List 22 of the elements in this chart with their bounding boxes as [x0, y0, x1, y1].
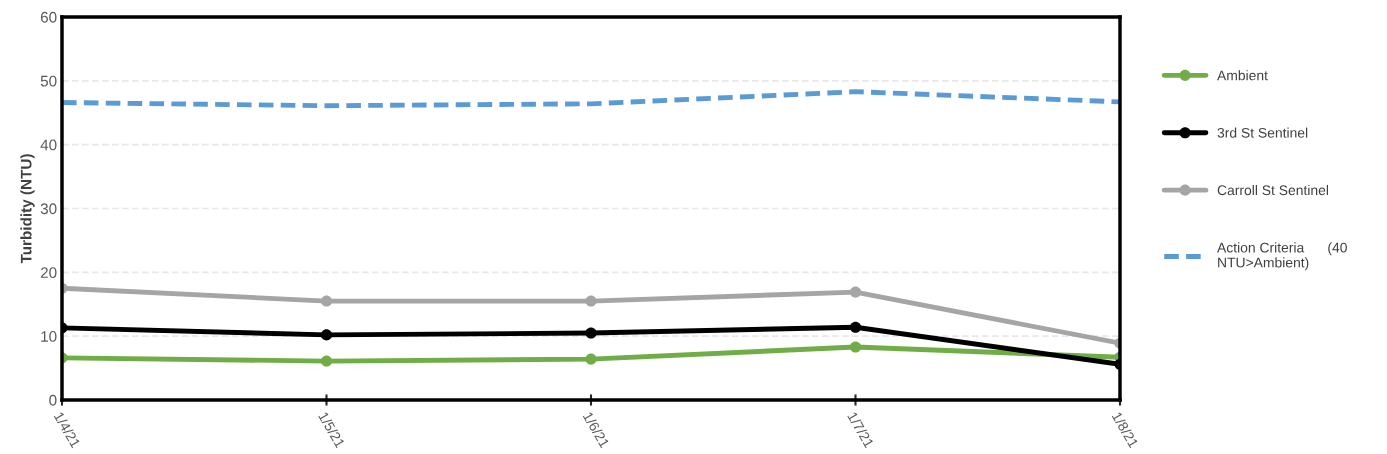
- y-tick-label: 20: [40, 267, 57, 279]
- point: [585, 327, 597, 339]
- legend-label: 3rd St Sentinel: [1217, 127, 1308, 138]
- y-tick-label: 10: [41, 331, 57, 342]
- line-series: [62, 89, 1120, 109]
- point: [320, 295, 333, 307]
- y-tick-label: 60: [40, 11, 57, 23]
- point: [320, 355, 333, 367]
- y-axis-title: Turbidity (NTU): [20, 154, 35, 264]
- point: [849, 286, 862, 298]
- legend-label: Ambient: [1217, 70, 1268, 81]
- legend-label: Carroll St Sentinel: [1217, 184, 1329, 196]
- point: [849, 321, 862, 333]
- y-tick-label: 40: [40, 139, 57, 151]
- point: [320, 329, 333, 341]
- legend-label: Action Criteria (40 NTU>Ambient): [1217, 242, 1347, 271]
- y-tick-label: 50: [40, 75, 57, 87]
- y-tick-label: 30: [40, 203, 57, 215]
- y-tick-label: 0: [49, 394, 57, 406]
- point: [849, 341, 862, 353]
- point: [585, 353, 597, 365]
- point: [585, 295, 597, 307]
